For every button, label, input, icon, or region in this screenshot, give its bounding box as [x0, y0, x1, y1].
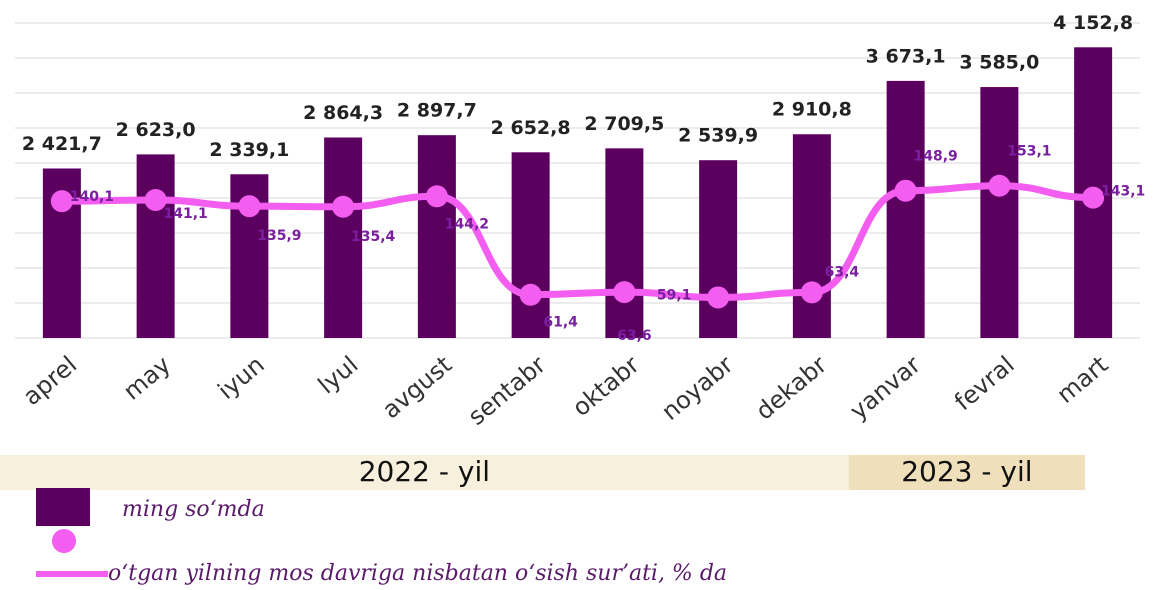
x-tick-label: iyun [212, 351, 269, 405]
data-label: 2 623,0 [116, 119, 196, 141]
x-tick-label: avgust [377, 351, 457, 425]
data-label: 63,6 [617, 328, 652, 344]
bar [792, 134, 831, 338]
line-marker [425, 185, 448, 208]
data-label: 2 897,7 [397, 100, 477, 122]
bar [886, 80, 925, 339]
data-label: 135,4 [351, 229, 396, 245]
legend-swatch-bar [36, 488, 90, 526]
bar [136, 154, 175, 338]
data-label: 135,9 [257, 228, 301, 244]
data-label: 2 910,8 [772, 99, 852, 121]
bar [699, 160, 738, 338]
data-label: 3 673,1 [866, 45, 946, 67]
line-marker [613, 281, 636, 304]
line-marker [988, 174, 1011, 197]
legend: ming so‘mda o‘tgan yilning mos davriga n… [36, 488, 727, 586]
legend-label: o‘tgan yilning mos davriga nisbatan o‘si… [108, 561, 727, 586]
x-tick-label: lyul [313, 351, 364, 400]
legend-label: ming so‘mda [122, 497, 265, 522]
data-label: 2 864,3 [303, 102, 383, 124]
line-marker [519, 283, 542, 306]
data-label: 143,1 [1101, 184, 1145, 200]
data-label: 4 152,8 [1053, 12, 1133, 34]
line-marker [707, 286, 730, 309]
line-marker [1082, 186, 1105, 209]
x-tick-label: yanvar [844, 350, 926, 425]
data-label: 3 585,0 [959, 52, 1039, 74]
period-band [848, 455, 1085, 490]
line-marker [800, 281, 823, 304]
data-label: 61,4 [543, 315, 578, 331]
line-marker [50, 190, 73, 213]
x-tick-label: sentabr [463, 350, 551, 430]
bar [605, 148, 644, 338]
bar [511, 152, 550, 338]
x-tick-label: may [118, 351, 176, 406]
data-label: 2 421,7 [22, 133, 102, 155]
line-marker [332, 195, 355, 218]
data-label: 148,9 [913, 149, 957, 165]
data-label: 140,1 [70, 189, 114, 205]
data-label: 2 539,9 [678, 125, 758, 147]
x-tick-label: fevral [949, 351, 1020, 417]
period-label: 2022 - yil [359, 455, 490, 488]
x-tick-label: aprel [18, 351, 83, 411]
x-tick-label: dekabr [750, 350, 832, 425]
period-band [0, 455, 849, 490]
data-label: 2 652,8 [491, 117, 571, 139]
data-label: 63,4 [825, 264, 860, 280]
x-tick-label: mart [1052, 351, 1114, 409]
x-tick-label: noyabr [656, 350, 738, 425]
data-label: 141,1 [163, 206, 207, 222]
line-marker [894, 179, 917, 202]
bar [324, 137, 363, 338]
bar [417, 135, 456, 338]
legend-swatch-marker [52, 529, 76, 553]
data-label: 2 339,1 [209, 139, 289, 161]
line [61, 182, 1094, 301]
line-marker [238, 195, 261, 218]
bar [980, 87, 1019, 338]
line-marker [144, 188, 167, 211]
period-label: 2023 - yil [901, 455, 1032, 488]
data-label: 153,1 [1007, 144, 1051, 160]
data-label: 2 709,5 [584, 113, 664, 135]
x-tick-label: oktabr [567, 350, 645, 422]
data-label: 144,2 [445, 216, 489, 232]
data-label: 59,1 [657, 287, 692, 303]
